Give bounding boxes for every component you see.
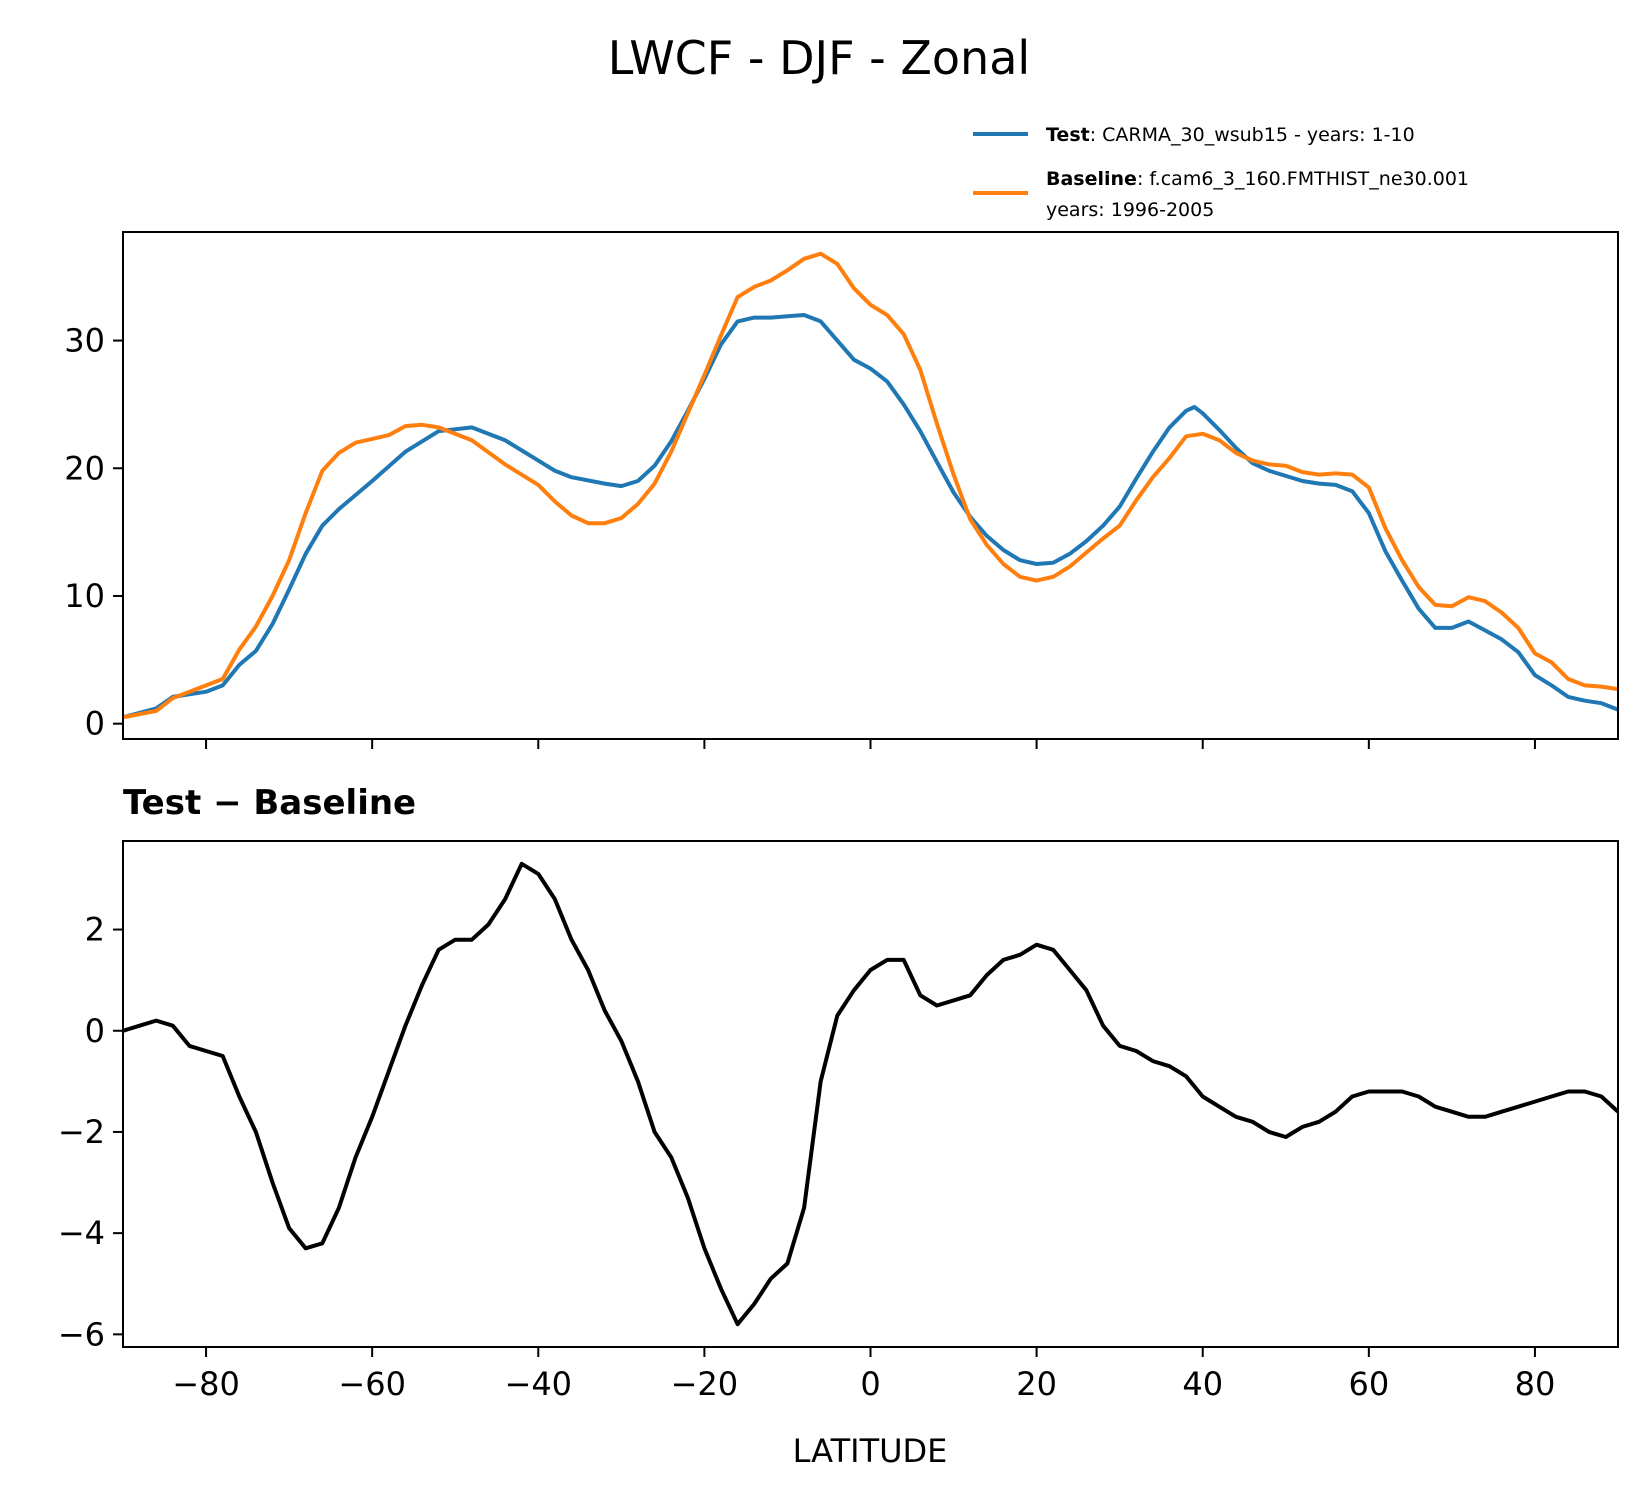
bottom-yticks: −6 −4 −2 0 2 [58,911,123,1353]
bottom-axes-frame [122,840,1619,1348]
bottom-ytick-label: −2 [58,1113,105,1151]
bottom-xtick-label: −80 [172,1365,240,1403]
top-panel: 0 10 20 30 [64,231,1619,749]
top-ytick-label: 30 [64,322,105,360]
legend: Test: CARMA_30_wsub15 - years: 1-10 Base… [973,124,1469,221]
bottom-panel-title: Test − Baseline [123,783,416,823]
top-ytick-label: 0 [85,705,105,743]
bottom-xtick-label: −40 [505,1365,573,1403]
bottom-xtick-label: 80 [1515,1365,1556,1403]
bottom-xtick-label: 40 [1182,1365,1223,1403]
legend-text-baseline: : f.cam6_3_160.FMTHIST_ne30.001 [1137,168,1469,190]
bottom-ytick-label: 0 [85,1012,105,1050]
bottom-xticks: −80 −60 −40 −20 0 20 40 60 80 [172,1347,1555,1403]
legend-text-test: : CARMA_30_wsub15 - years: 1-10 [1090,124,1415,146]
bottom-ytick-label: −6 [58,1315,105,1353]
bottom-xtick-label: 0 [860,1365,880,1403]
figure-title: LWCF - DJF - Zonal [608,31,1030,85]
legend-label-test: Test: CARMA_30_wsub15 - years: 1-10 [1046,124,1415,146]
bottom-xtick-label: 60 [1348,1365,1389,1403]
legend-bold-baseline: Baseline [1046,168,1137,190]
bottom-series-group [123,861,1618,1327]
bottom-series-line-test-baseline [123,861,1618,1327]
bottom-xtick-label: −20 [671,1365,739,1403]
bottom-ytick-label: −4 [58,1214,105,1252]
top-axes-frame [122,231,1619,740]
top-series-group [123,251,1618,720]
legend-label-baseline: Baseline: f.cam6_3_160.FMTHIST_ne30.001 [1046,168,1469,190]
top-xticks [205,739,1536,749]
bottom-ytick-label: 2 [85,911,105,949]
bottom-xtick-label: 20 [1016,1365,1057,1403]
legend-text2-baseline: years: 1996-2005 [1046,199,1214,221]
bottom-panel: −6−4−202 −80 −60 −40 −20 0 20 40 60 80 [58,840,1619,1403]
top-ytick-label: 20 [64,449,105,487]
x-axis-label: LATITUDE [793,1432,948,1470]
legend-bold-test: Test [1046,124,1090,146]
top-ytick-label: 10 [64,577,105,615]
top-yticks: 0 10 20 30 [64,322,123,743]
bottom-xtick-label: −60 [338,1365,406,1403]
top-series-line-baseline [123,251,1618,720]
top-series-line-test [123,313,1618,720]
